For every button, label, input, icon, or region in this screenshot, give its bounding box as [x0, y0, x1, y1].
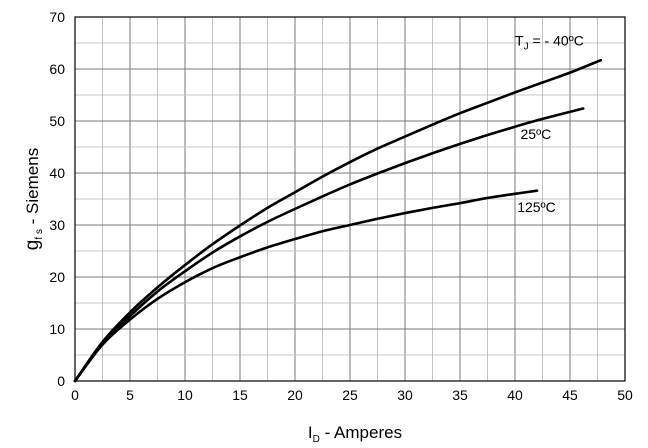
- series-line-125c: [73, 189, 539, 383]
- x-axis-title: ID - Amperes: [308, 423, 402, 445]
- x-tick-label: 50: [617, 387, 633, 403]
- x-tick-label: 15: [232, 387, 248, 403]
- x-tick-label: 35: [452, 387, 468, 403]
- y-tick-label: 20: [49, 269, 65, 285]
- y-tick-label: 60: [49, 61, 65, 77]
- x-tick-label: 30: [397, 387, 413, 403]
- curves: [73, 58, 603, 383]
- x-tick-label: 25: [342, 387, 358, 403]
- x-tick-label: 40: [507, 387, 523, 403]
- y-tick-labels: 0 10 20 30 40 50 60 70: [49, 9, 65, 389]
- y-axis-title: gf s - Siemens: [22, 148, 45, 250]
- series-label-125c: 125ºC: [517, 199, 556, 215]
- x-tick-label: 10: [177, 387, 193, 403]
- series-label-minus40c: TJ = - 40ºC: [515, 33, 584, 53]
- series-line-25c: [73, 107, 585, 383]
- y-tick-label: 50: [49, 113, 65, 129]
- y-tick-label: 30: [49, 217, 65, 233]
- series-line-minus40c: [73, 58, 603, 383]
- x-tick-label: 0: [71, 387, 79, 403]
- x-tick-label: 5: [126, 387, 134, 403]
- y-tick-label: 0: [57, 373, 65, 389]
- y-tick-label: 10: [49, 321, 65, 337]
- series-label-25c: 25ºC: [521, 126, 552, 142]
- x-tick-label: 45: [562, 387, 578, 403]
- y-tick-label: 70: [49, 9, 65, 25]
- series-labels: TJ = - 40ºC 25ºC 125ºC: [515, 33, 584, 215]
- x-tick-label: 20: [287, 387, 303, 403]
- plot-frame: [74, 16, 626, 382]
- x-tick-labels: 0 5 10 15 20 25 30 35 40 45 50: [71, 387, 633, 403]
- y-tick-label: 40: [49, 165, 65, 181]
